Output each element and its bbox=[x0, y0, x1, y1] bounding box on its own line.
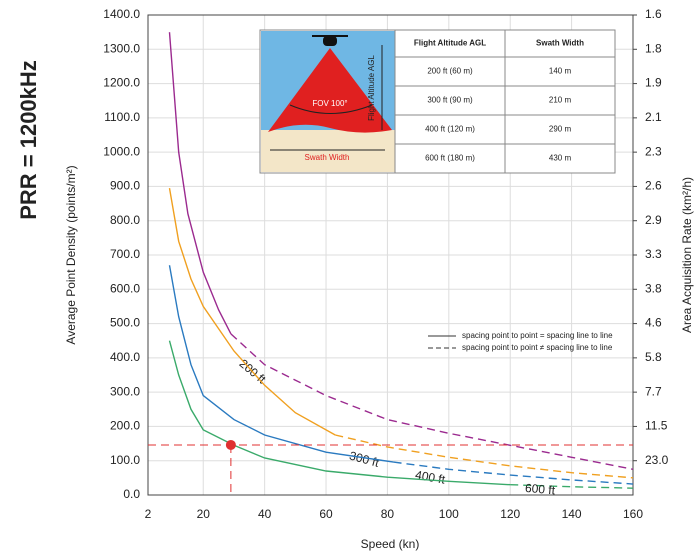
y2-axis-title: Area Acquisition Rate (km²/h) bbox=[680, 177, 694, 333]
y2-tick-label: 11.5 bbox=[645, 419, 668, 433]
legend-label: spacing point to point = spacing line to… bbox=[462, 331, 613, 340]
table-cell: 600 ft (180 m) bbox=[425, 154, 475, 163]
y-axis-title: Average Point Density (points/m²) bbox=[64, 165, 78, 344]
y2-tick-label: 1.9 bbox=[645, 76, 662, 90]
y-tick-label: 800.0 bbox=[110, 213, 140, 227]
series-label: 400 ft bbox=[414, 468, 447, 487]
y2-tick-label: 4.6 bbox=[645, 316, 662, 330]
table-cell: 140 m bbox=[549, 67, 572, 76]
side-title: PRR = 1200kHz bbox=[16, 60, 41, 220]
y-tick-label: 0.0 bbox=[123, 487, 140, 501]
table-header: Swath Width bbox=[536, 39, 584, 48]
fov-label: FOV 100° bbox=[312, 99, 347, 108]
x-tick-label: 140 bbox=[562, 507, 582, 521]
y2-tick-label: 2.3 bbox=[645, 144, 662, 158]
y-tick-label: 900.0 bbox=[110, 179, 140, 193]
table-cell: 290 m bbox=[549, 125, 572, 134]
table-cell: 200 ft (60 m) bbox=[427, 67, 473, 76]
series-line bbox=[230, 333, 634, 470]
x-tick-label: 120 bbox=[500, 507, 520, 521]
y2-tick-label: 2.9 bbox=[645, 213, 662, 227]
y-tick-label: 700.0 bbox=[110, 247, 140, 261]
y2-tick-label: 7.7 bbox=[645, 384, 662, 398]
y2-tick-label: 1.6 bbox=[645, 7, 662, 21]
y2-tick-label: 23.0 bbox=[645, 453, 669, 467]
ground bbox=[261, 130, 395, 172]
y-tick-label: 600.0 bbox=[110, 281, 140, 295]
x-axis-title: Speed (kn) bbox=[361, 537, 420, 551]
x-tick-label: 60 bbox=[319, 507, 333, 521]
y2-tick-label: 5.8 bbox=[645, 350, 662, 364]
y-tick-label: 1000.0 bbox=[103, 144, 140, 158]
y2-tick-label: 3.3 bbox=[645, 247, 662, 261]
y-tick-label: 1100.0 bbox=[104, 110, 140, 124]
x-tick-label: 40 bbox=[258, 507, 272, 521]
series-line bbox=[168, 188, 336, 436]
series-line bbox=[168, 340, 511, 486]
series-label: 600 ft bbox=[525, 481, 557, 498]
series-line bbox=[510, 484, 634, 489]
table-cell: 430 m bbox=[549, 154, 572, 163]
y-tick-label: 1200.0 bbox=[103, 76, 140, 90]
y-tick-label: 1400.0 bbox=[103, 7, 140, 21]
y-tick-label: 500.0 bbox=[110, 316, 140, 330]
x-tick-label: 80 bbox=[381, 507, 395, 521]
legend-label: spacing point to point ≠ spacing line to… bbox=[462, 343, 613, 352]
table-cell: 400 ft (120 m) bbox=[425, 125, 475, 134]
altitude-label: Flight Altitude AGL bbox=[367, 55, 376, 121]
x-tick-label: 100 bbox=[439, 507, 459, 521]
fov-cone bbox=[268, 48, 392, 133]
y-tick-label: 300.0 bbox=[110, 384, 140, 398]
series-line bbox=[335, 434, 634, 479]
plot: 0.0 100.0 200.0 300.0 400.0 500.0 600.0 700.0 80… bbox=[103, 7, 668, 521]
series-line bbox=[168, 32, 232, 335]
swath-label: Swath Width bbox=[305, 153, 350, 162]
series-line bbox=[168, 265, 394, 463]
table-cell: 300 ft (90 m) bbox=[427, 96, 473, 105]
x-tick-label: 20 bbox=[197, 507, 211, 521]
y2-tick-label: 2.6 bbox=[645, 179, 662, 193]
fov-arc bbox=[289, 104, 373, 114]
table-header: Flight Altitude AGL bbox=[414, 39, 486, 48]
y-tick-label: 200.0 bbox=[110, 419, 140, 433]
y-tick-label: 1300.0 bbox=[103, 41, 140, 55]
inset: FOV 100° Flight Altitude AGL Swath Width… bbox=[259, 29, 616, 174]
marker-point bbox=[225, 439, 236, 450]
aircraft bbox=[323, 36, 337, 46]
x-tick-label: 160 bbox=[623, 507, 643, 521]
y-tick-label: 400.0 bbox=[110, 350, 140, 364]
plot-frame bbox=[147, 14, 634, 496]
y2-tick-label: 2.1 bbox=[645, 110, 662, 124]
y-tick-label: 100.0 bbox=[110, 453, 140, 467]
series-line bbox=[393, 461, 634, 485]
y2-tick-label: 1.8 bbox=[645, 41, 662, 55]
table-cell: 210 m bbox=[549, 96, 572, 105]
y2-tick-label: 3.8 bbox=[645, 281, 662, 295]
x-tick-label: 2 bbox=[145, 507, 152, 521]
